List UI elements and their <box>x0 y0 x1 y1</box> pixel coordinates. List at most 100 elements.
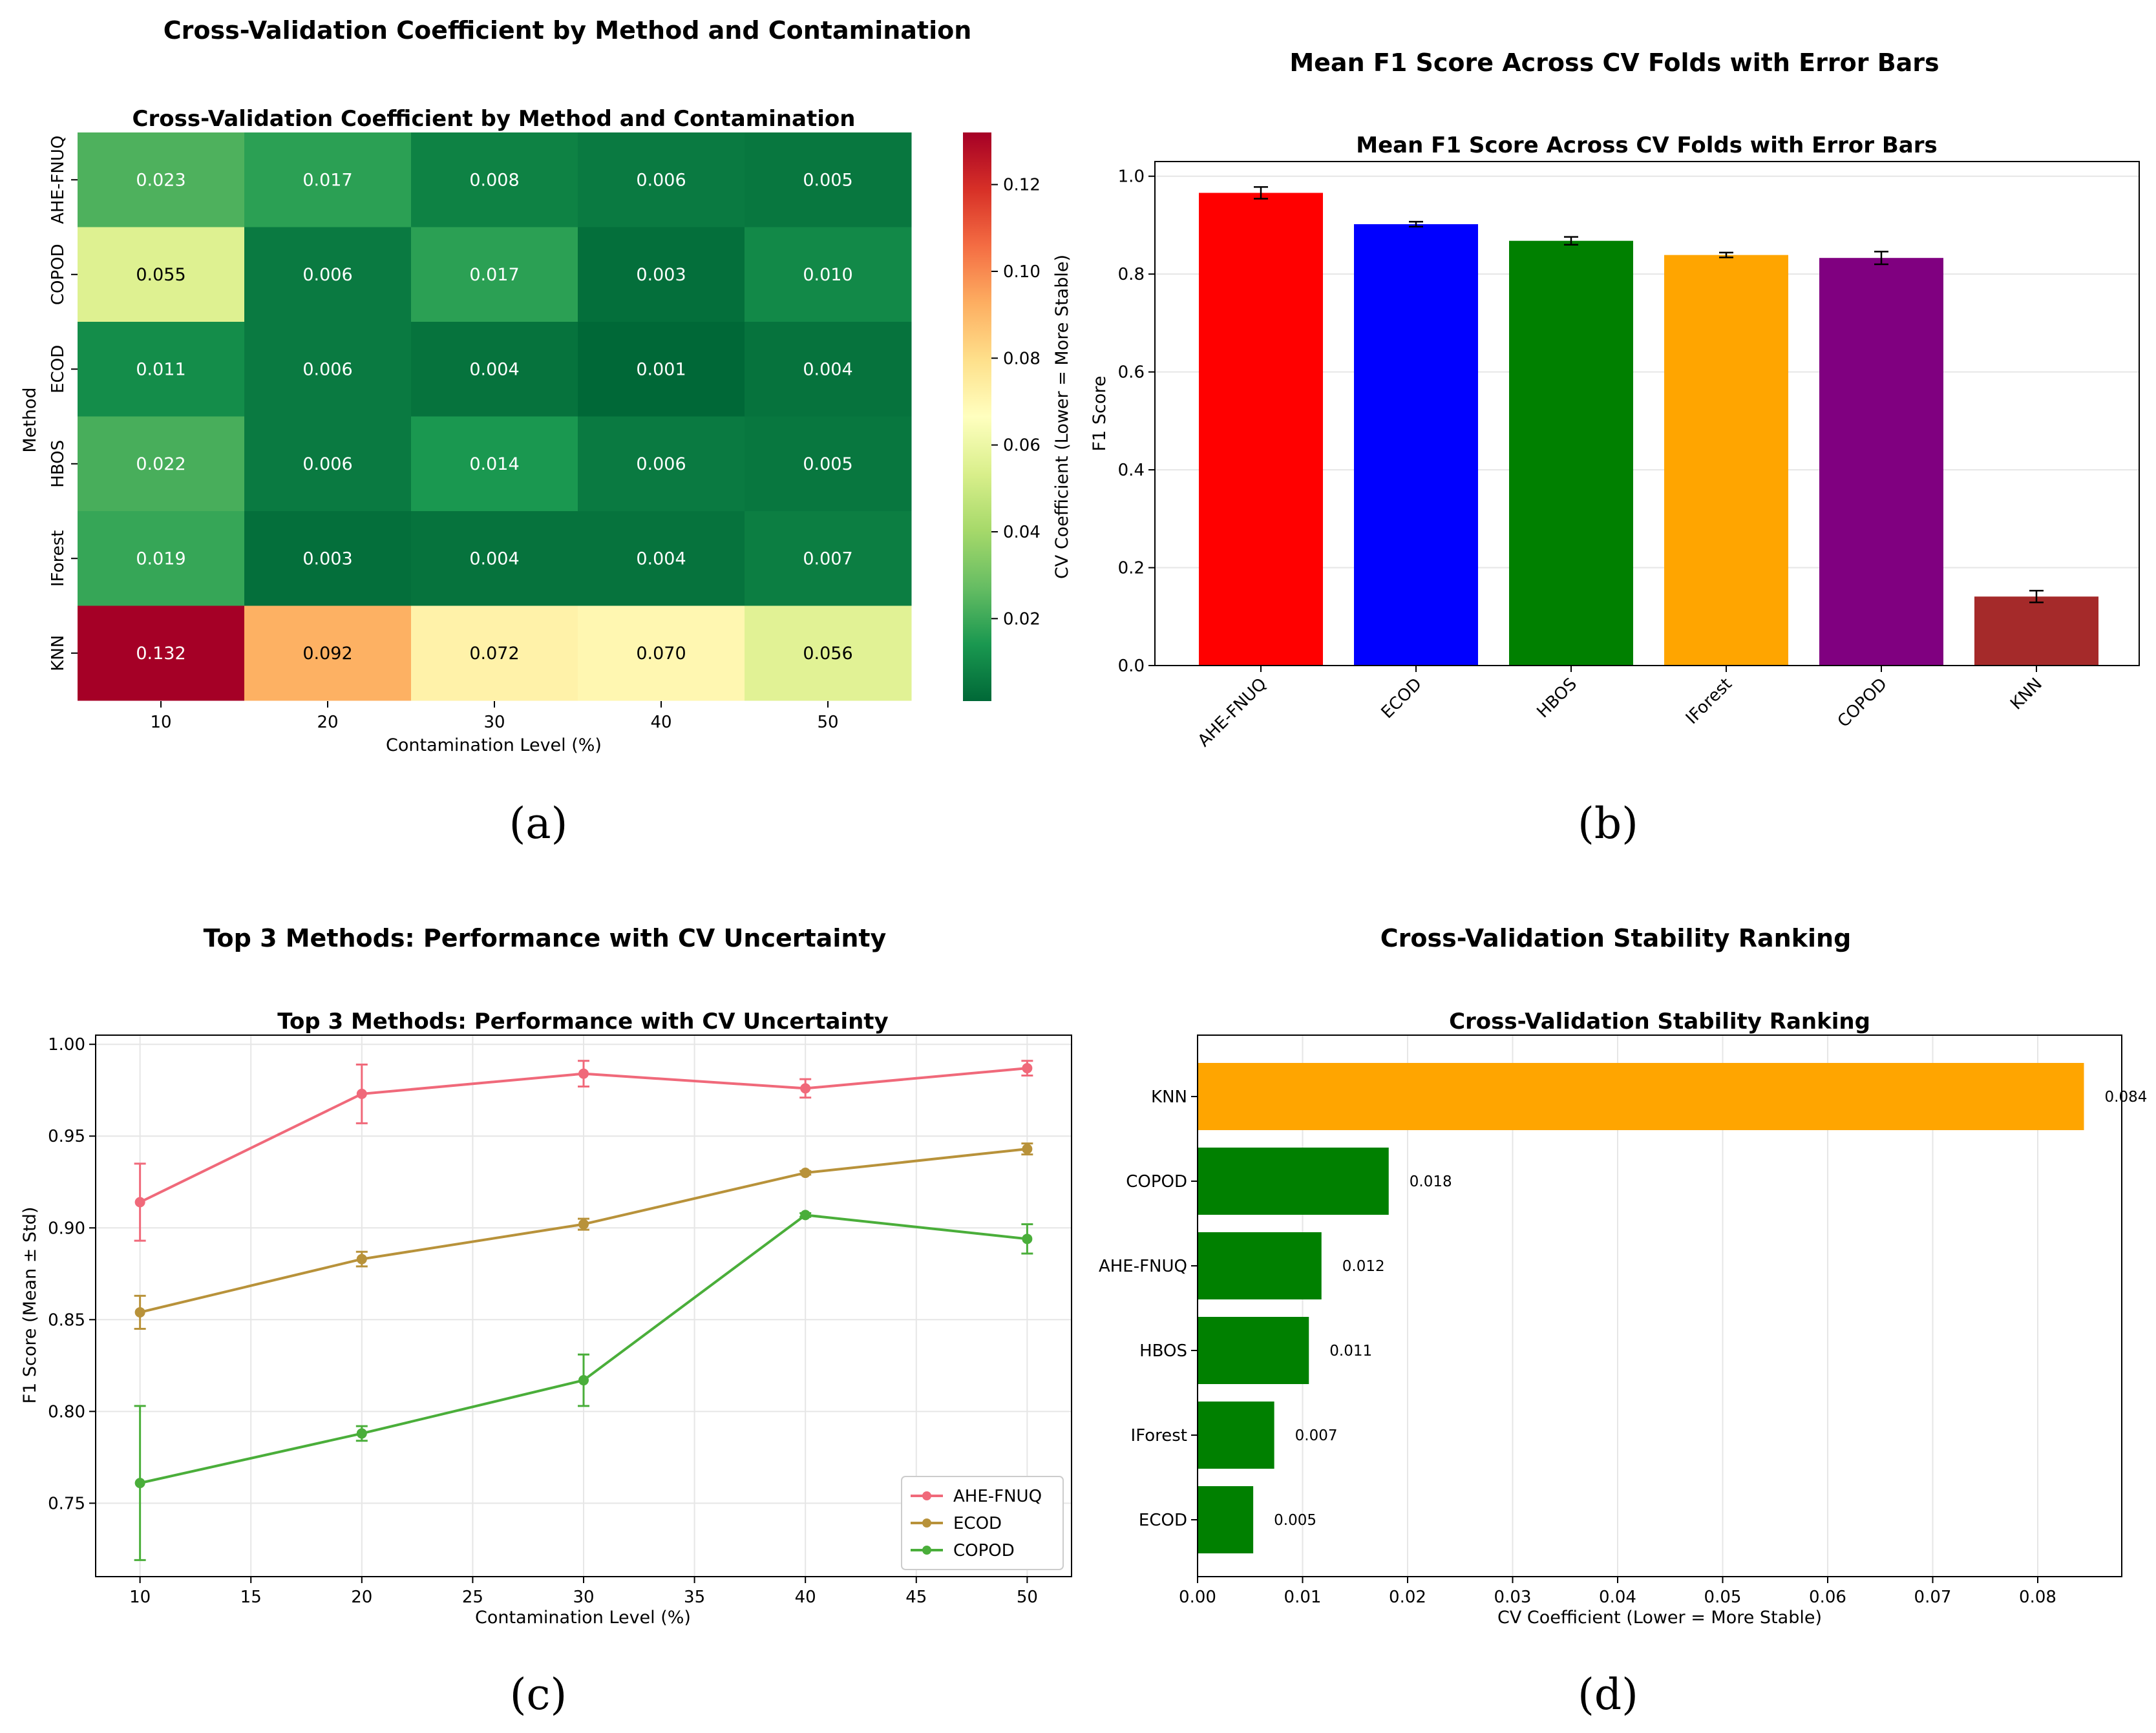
colorbar-tick-label: 0.04 <box>1003 523 1041 542</box>
legend-label: ECOD <box>953 1514 1002 1533</box>
x-tick-label: 10 <box>129 1588 151 1607</box>
x-tick-label: IForest <box>1682 675 1736 728</box>
panel-b-frame <box>1154 161 2140 666</box>
legend-box <box>901 1476 1064 1570</box>
heatmap-cell-label: 0.010 <box>803 265 852 285</box>
panel-a-suptitle: Cross-Validation Coefficient by Method a… <box>164 16 972 45</box>
heatmap-cell <box>78 605 245 701</box>
heatmap-cell <box>578 511 745 606</box>
bar <box>1974 596 2098 666</box>
heatmap-cell <box>78 511 245 606</box>
legend-marker <box>922 1491 931 1500</box>
heatmap-cell <box>578 227 745 322</box>
heatmap-cell-label: 0.007 <box>803 549 852 569</box>
panel-a-caption: (a) <box>509 799 568 848</box>
heatmap-cell-label: 0.011 <box>136 359 185 379</box>
panel-c-caption: (c) <box>510 1670 567 1719</box>
heatmap-cell-label: 0.006 <box>636 454 686 474</box>
heatmap-cell <box>78 227 245 322</box>
data-point <box>1022 1144 1033 1155</box>
panel-b-ylabel: F1 Score <box>1090 376 1110 452</box>
heatmap-cell-label: 0.003 <box>636 265 686 285</box>
panel-b-bars <box>1199 186 2098 666</box>
heatmap-cell-label: 0.070 <box>636 644 686 664</box>
heatmap-cell <box>745 605 912 701</box>
y-tick-label: 1.00 <box>48 1035 85 1055</box>
heatmap-cell <box>411 605 578 701</box>
data-point <box>800 1168 811 1179</box>
heatmap-cell-label: 0.004 <box>469 549 519 569</box>
panel-b-title: Mean F1 Score Across CV Folds with Error… <box>1356 132 1938 158</box>
y-tick-label: HBOS <box>1139 1341 1187 1361</box>
colorbar-tick-label: 0.10 <box>1003 262 1041 282</box>
panel-b-suptitle: Mean F1 Score Across CV Folds with Error… <box>1289 48 1939 77</box>
heatmap-cell <box>411 132 578 227</box>
colorbar-tick-label: 0.12 <box>1003 176 1041 195</box>
heatmap-cell <box>244 605 412 701</box>
y-tick-label: 0.0 <box>1118 656 1145 676</box>
panel-c-xlabel: Contamination Level (%) <box>475 1608 691 1628</box>
heatmap-cell-label: 0.006 <box>302 454 352 474</box>
heatmap-cell-label: 0.003 <box>302 549 352 569</box>
heatmap-cell-label: 0.004 <box>469 359 519 379</box>
bar <box>1354 224 1478 666</box>
heatmap-cell-label: 0.008 <box>469 170 519 190</box>
x-tick-label: 35 <box>684 1588 705 1607</box>
heatmap-cell <box>411 416 578 512</box>
heatmap-cell-label: 0.005 <box>803 170 852 190</box>
x-tick-label: 10 <box>150 713 171 732</box>
heatmap-cell-label: 0.056 <box>803 644 852 664</box>
heatmap-cell-label: 0.092 <box>302 644 352 664</box>
heatmap-cell-label: 0.017 <box>302 170 352 190</box>
heatmap-cell-label: 0.019 <box>136 549 185 569</box>
y-tick-label: 0.75 <box>48 1494 85 1513</box>
heatmap-cell <box>578 416 745 512</box>
heatmap-cell-label: 0.006 <box>302 359 352 379</box>
y-tick-label: 0.4 <box>1118 461 1145 480</box>
colorbar-ticks: 0.02 0.04 0.06 0.08 0.10 0.12 <box>991 176 1041 629</box>
y-tick-label: ECOD <box>1139 1511 1187 1530</box>
legend-label: AHE-FNUQ <box>953 1487 1042 1506</box>
panel-d: Cross-Validation Stability Ranking Cross… <box>1099 924 2147 1719</box>
heatmap-cell <box>578 322 745 417</box>
heatmap-cell <box>411 322 578 417</box>
panel-d-ticks: 0.00 0.01 0.02 0.03 0.04 0.05 0.06 0.07 0.08 KNN C… <box>1099 1087 2056 1607</box>
x-tick-label: 0.02 <box>1389 1588 1426 1607</box>
heatmap-cell <box>411 227 578 322</box>
data-point <box>356 1088 367 1099</box>
x-tick-label: 0.01 <box>1284 1588 1322 1607</box>
legend-label: COPOD <box>953 1541 1015 1560</box>
heatmap-cell <box>244 132 412 227</box>
bar <box>1198 1486 1254 1553</box>
colorbar-tick-label: 0.08 <box>1003 349 1041 368</box>
y-tick-label: 0.90 <box>48 1219 85 1238</box>
panel-a-title: Cross-Validation Coefficient by Method a… <box>132 106 856 132</box>
bar <box>1198 1148 1389 1215</box>
y-tick-label: KNN <box>48 635 68 671</box>
panel-a-ylabel: Method <box>20 387 40 452</box>
y-tick-label: AHE-FNUQ <box>48 136 68 224</box>
heatmap-cell <box>244 416 412 512</box>
data-point <box>578 1219 589 1230</box>
value-label: 0.012 <box>1342 1258 1385 1275</box>
heatmap-cell-label: 0.006 <box>302 265 352 285</box>
bar <box>1198 1063 2084 1130</box>
data-point <box>134 1307 145 1318</box>
x-tick-label: HBOS <box>1533 675 1580 722</box>
x-tick-label: 0.04 <box>1599 1588 1636 1607</box>
heatmap-cell <box>578 132 745 227</box>
panel-b: Mean F1 Score Across CV Folds with Error… <box>1090 48 2140 848</box>
value-label: 0.018 <box>1410 1173 1452 1190</box>
panel-a: Cross-Validation Coefficient by Method a… <box>20 16 1072 848</box>
x-tick-label: 50 <box>1017 1588 1038 1607</box>
y-tick-label: COPOD <box>48 244 68 305</box>
heatmap-ticks: 10 20 30 40 50 AHE-FNUQ COPOD ECOD HBOS IForest KN… <box>48 136 839 732</box>
panel-d-suptitle: Cross-Validation Stability Ranking <box>1380 924 1852 952</box>
x-tick-label: 40 <box>795 1588 816 1607</box>
y-tick-label: IForest <box>1131 1426 1187 1445</box>
data-point <box>1022 1234 1033 1245</box>
panel-c-ticks: 10 15 20 25 30 35 40 45 50 0.75 0.80 0.85 0.90 0.95 1.… <box>48 1035 1038 1607</box>
x-tick-label: 0.07 <box>1914 1588 1952 1607</box>
heatmap-cell <box>745 227 912 322</box>
